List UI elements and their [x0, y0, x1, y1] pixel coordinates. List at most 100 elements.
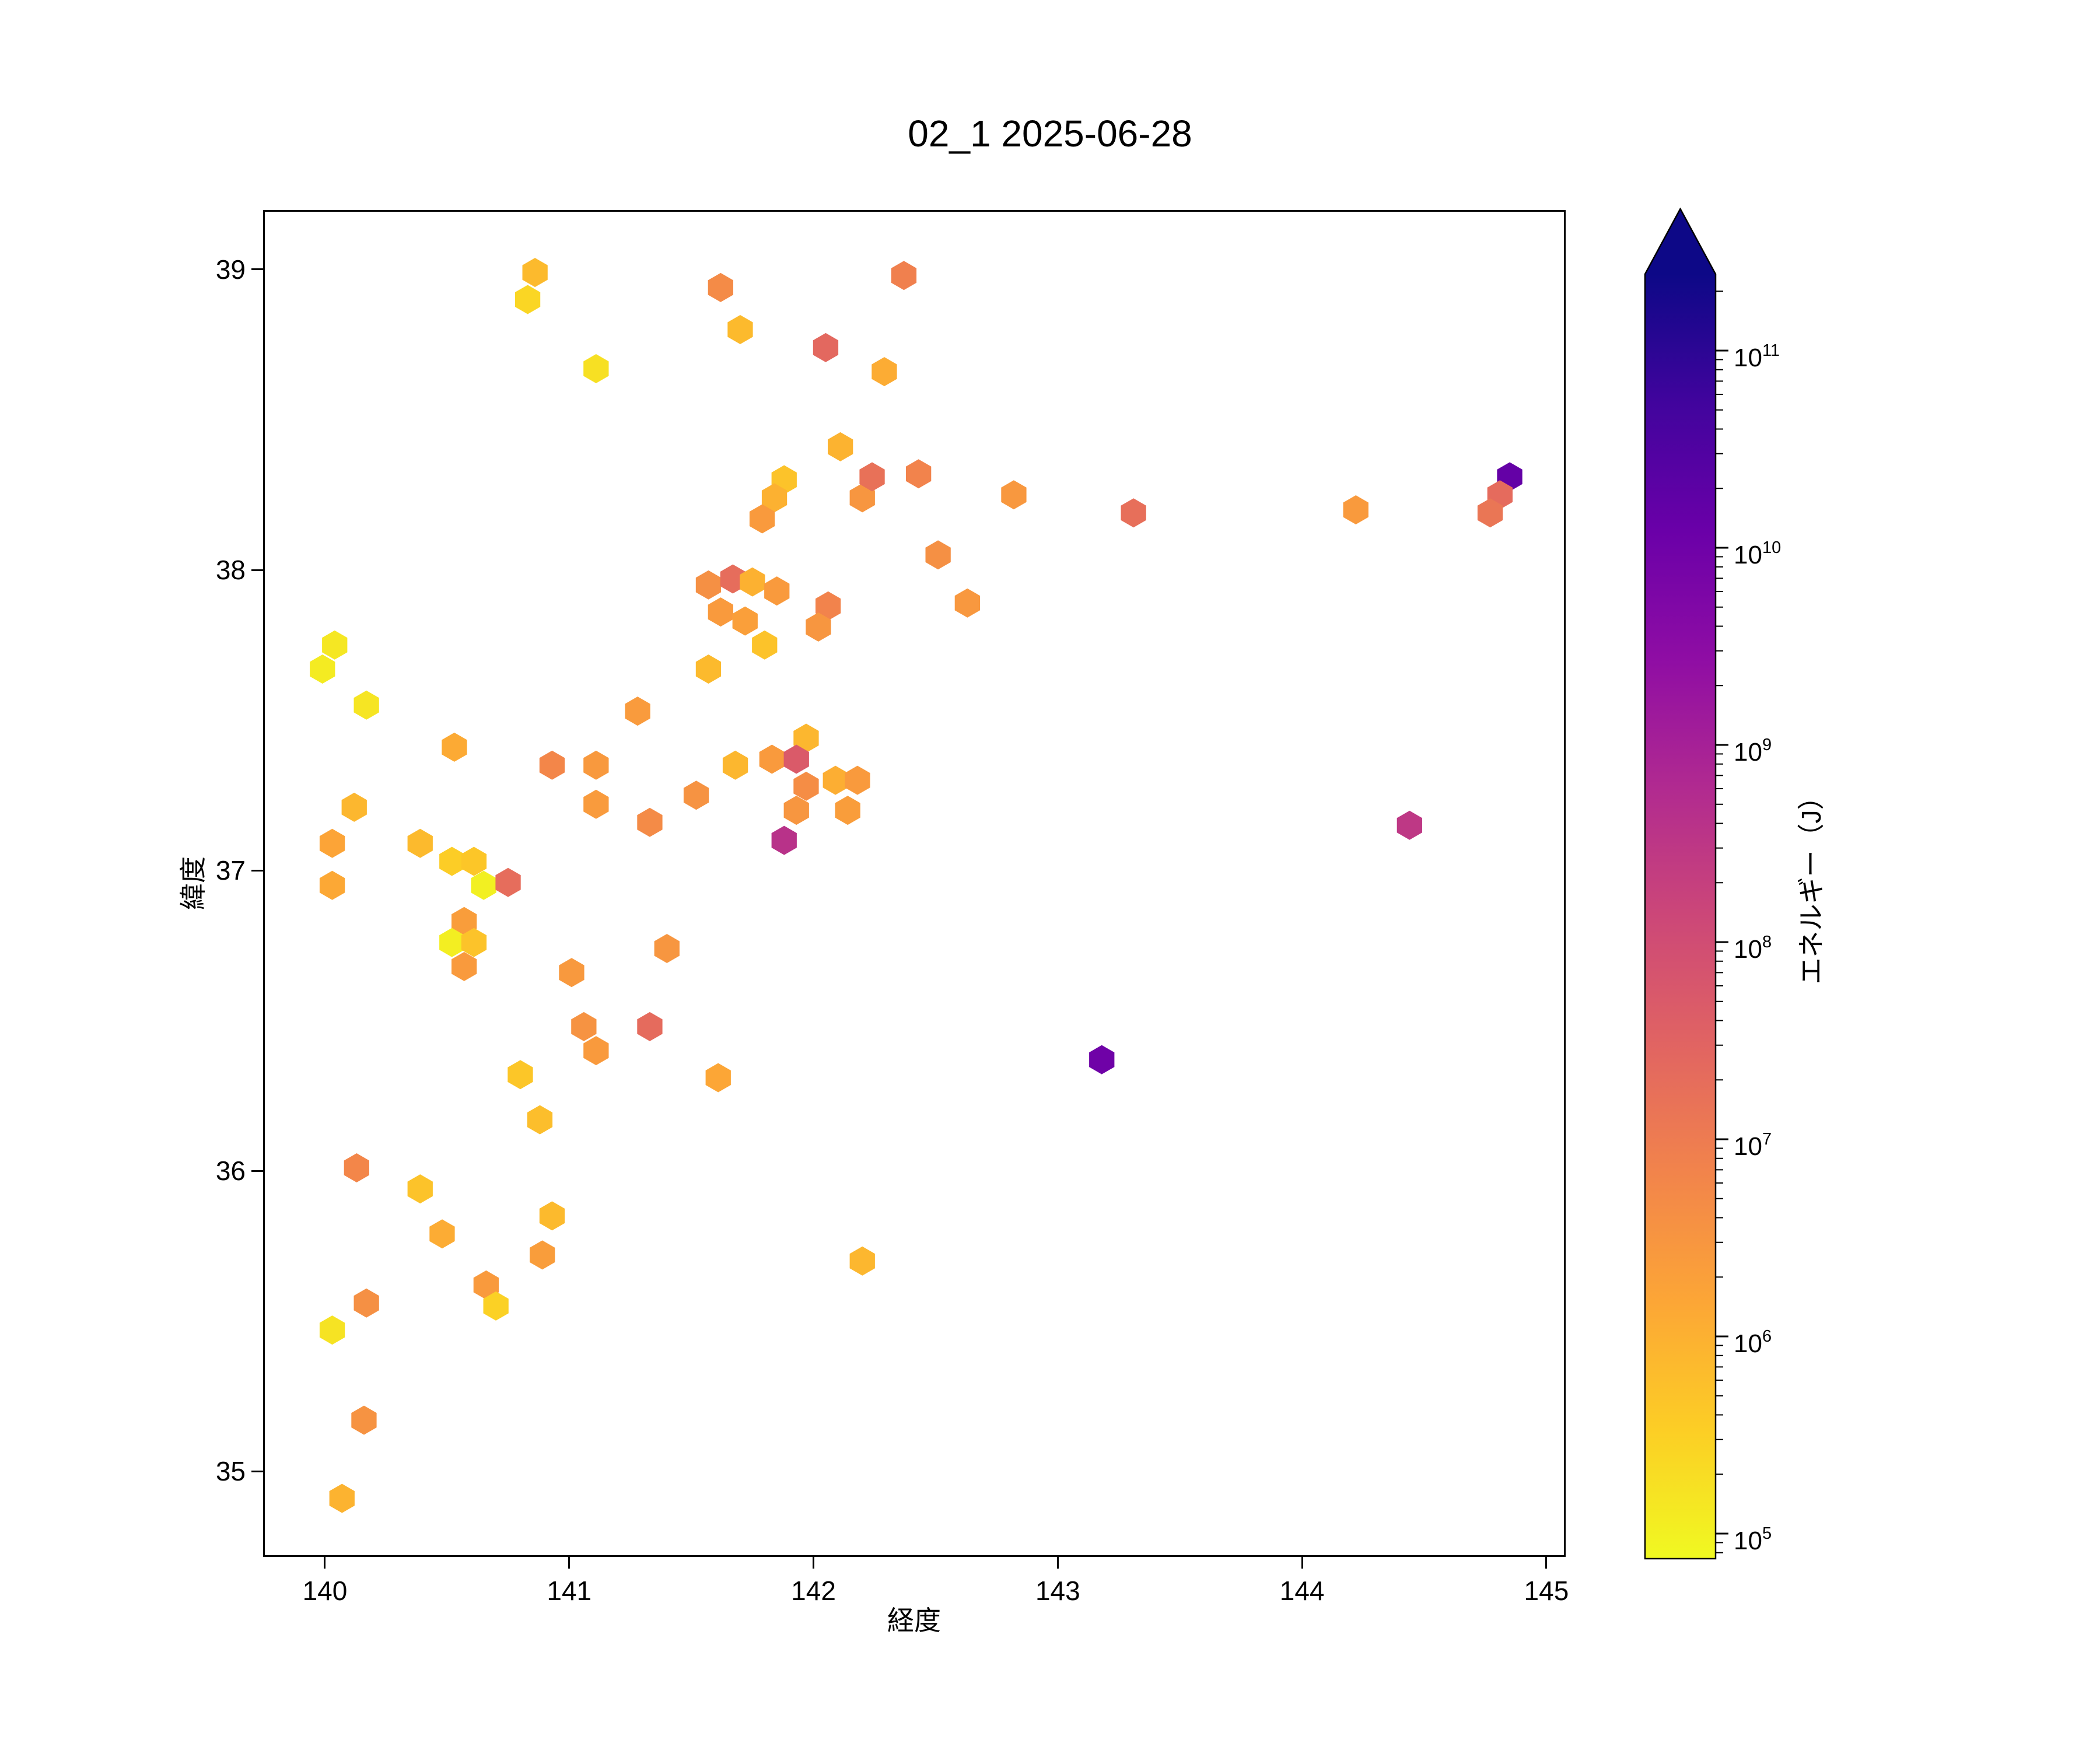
y-tick: [251, 268, 263, 271]
hex-marker: [813, 332, 839, 362]
hex-marker: [319, 870, 345, 900]
hex-marker: [442, 732, 467, 762]
hex-marker: [452, 951, 477, 981]
hex-marker: [583, 1036, 609, 1066]
hex-marker: [319, 828, 345, 858]
hex-marker: [1089, 1045, 1115, 1074]
y-tick: [251, 869, 263, 872]
hex-marker: [793, 723, 819, 753]
hex-marker: [806, 612, 831, 642]
x-tick-label: 140: [302, 1576, 348, 1606]
y-tick-label: 36: [215, 1156, 246, 1186]
hex-marker: [539, 1201, 565, 1231]
y-tick: [251, 569, 263, 571]
hex-marker: [720, 564, 746, 594]
colorbar: [1644, 208, 1728, 1560]
hex-marker: [407, 828, 433, 858]
hex-marker: [761, 483, 788, 513]
hex-marker: [793, 771, 819, 801]
hex-marker: [637, 1012, 663, 1041]
hex-marker: [705, 1063, 731, 1093]
hex-marker: [749, 504, 775, 534]
x-tick-label: 145: [1524, 1576, 1569, 1606]
hex-marker: [906, 459, 932, 489]
x-axis-label: 経度: [887, 1605, 941, 1636]
hex-marker: [461, 928, 487, 957]
hex-marker: [322, 630, 348, 660]
hex-marker: [828, 432, 853, 461]
hex-marker: [319, 1315, 345, 1345]
hex-marker: [722, 750, 748, 780]
hex-marker: [583, 354, 609, 383]
hex-marker: [783, 744, 809, 774]
hex-marker: [1001, 480, 1027, 510]
hex-marker: [835, 796, 860, 825]
hex-marker: [845, 765, 870, 795]
y-tick-label: 39: [215, 254, 246, 285]
hex-marker: [732, 606, 758, 636]
hex-marker: [925, 540, 951, 570]
hex-marker: [752, 630, 778, 660]
y-tick: [251, 1170, 263, 1172]
x-tick: [324, 1557, 326, 1569]
hex-marker: [354, 690, 379, 720]
x-tick: [568, 1557, 570, 1569]
hex-marker: [708, 597, 733, 627]
hex-marker: [483, 1291, 509, 1321]
x-tick-label: 142: [791, 1576, 836, 1606]
hex-marker: [1121, 498, 1146, 528]
y-tick-label: 37: [215, 855, 246, 886]
hex-marker: [473, 1270, 499, 1300]
colorbar-tick-label: 108: [1734, 933, 1772, 964]
hex-marker: [816, 591, 841, 621]
hex-marker: [583, 750, 609, 780]
hex-marker: [351, 1405, 377, 1435]
hex-marker: [708, 272, 733, 302]
colorbar-tick-label: 1010: [1734, 538, 1782, 569]
hex-marker: [764, 576, 790, 606]
hex-marker: [539, 750, 565, 780]
x-tick: [813, 1557, 815, 1569]
hex-marker: [740, 567, 765, 597]
hex-marker: [1396, 810, 1422, 840]
hex-marker: [354, 1288, 379, 1318]
hex-marker: [759, 744, 785, 774]
colorbar-tick-label: 107: [1734, 1130, 1772, 1161]
hex-marker: [683, 780, 709, 810]
hex-marker: [1343, 495, 1368, 524]
y-tick: [251, 1470, 263, 1472]
hex-marker: [530, 1240, 555, 1270]
hex-marker: [522, 258, 548, 288]
hex-marker: [654, 934, 680, 963]
hex-marker: [1477, 498, 1503, 528]
hex-marker: [695, 570, 722, 600]
hex-marker: [872, 357, 897, 387]
x-tick: [1545, 1557, 1548, 1569]
hex-marker: [341, 792, 367, 822]
hex-marker: [771, 825, 797, 855]
hex-marker: [571, 1012, 597, 1041]
x-tick-label: 144: [1279, 1576, 1325, 1606]
x-tick-label: 143: [1035, 1576, 1080, 1606]
hex-marker: [461, 846, 487, 876]
hex-marker: [514, 285, 541, 314]
hex-marker: [954, 588, 980, 618]
hex-marker: [849, 1246, 875, 1276]
hex-marker: [849, 483, 875, 513]
colorbar-tick-label: 105: [1734, 1524, 1772, 1555]
hex-marker: [637, 807, 663, 837]
hex-marker: [559, 958, 584, 988]
x-tick-label: 141: [547, 1576, 592, 1606]
colorbar-tick-label: 109: [1734, 736, 1772, 766]
chart-title: 02_1 2025-06-28: [908, 113, 1192, 155]
hex-marker: [439, 846, 465, 876]
hex-marker: [508, 1060, 533, 1090]
colorbar-tick-label: 106: [1734, 1327, 1772, 1358]
colorbar-bar: [1644, 208, 1717, 1560]
colorbar-tick-label: 1011: [1734, 341, 1780, 372]
hex-marker: [329, 1483, 355, 1513]
hex-marker: [344, 1153, 369, 1182]
hex-marker: [439, 928, 465, 957]
x-tick: [1301, 1557, 1303, 1569]
